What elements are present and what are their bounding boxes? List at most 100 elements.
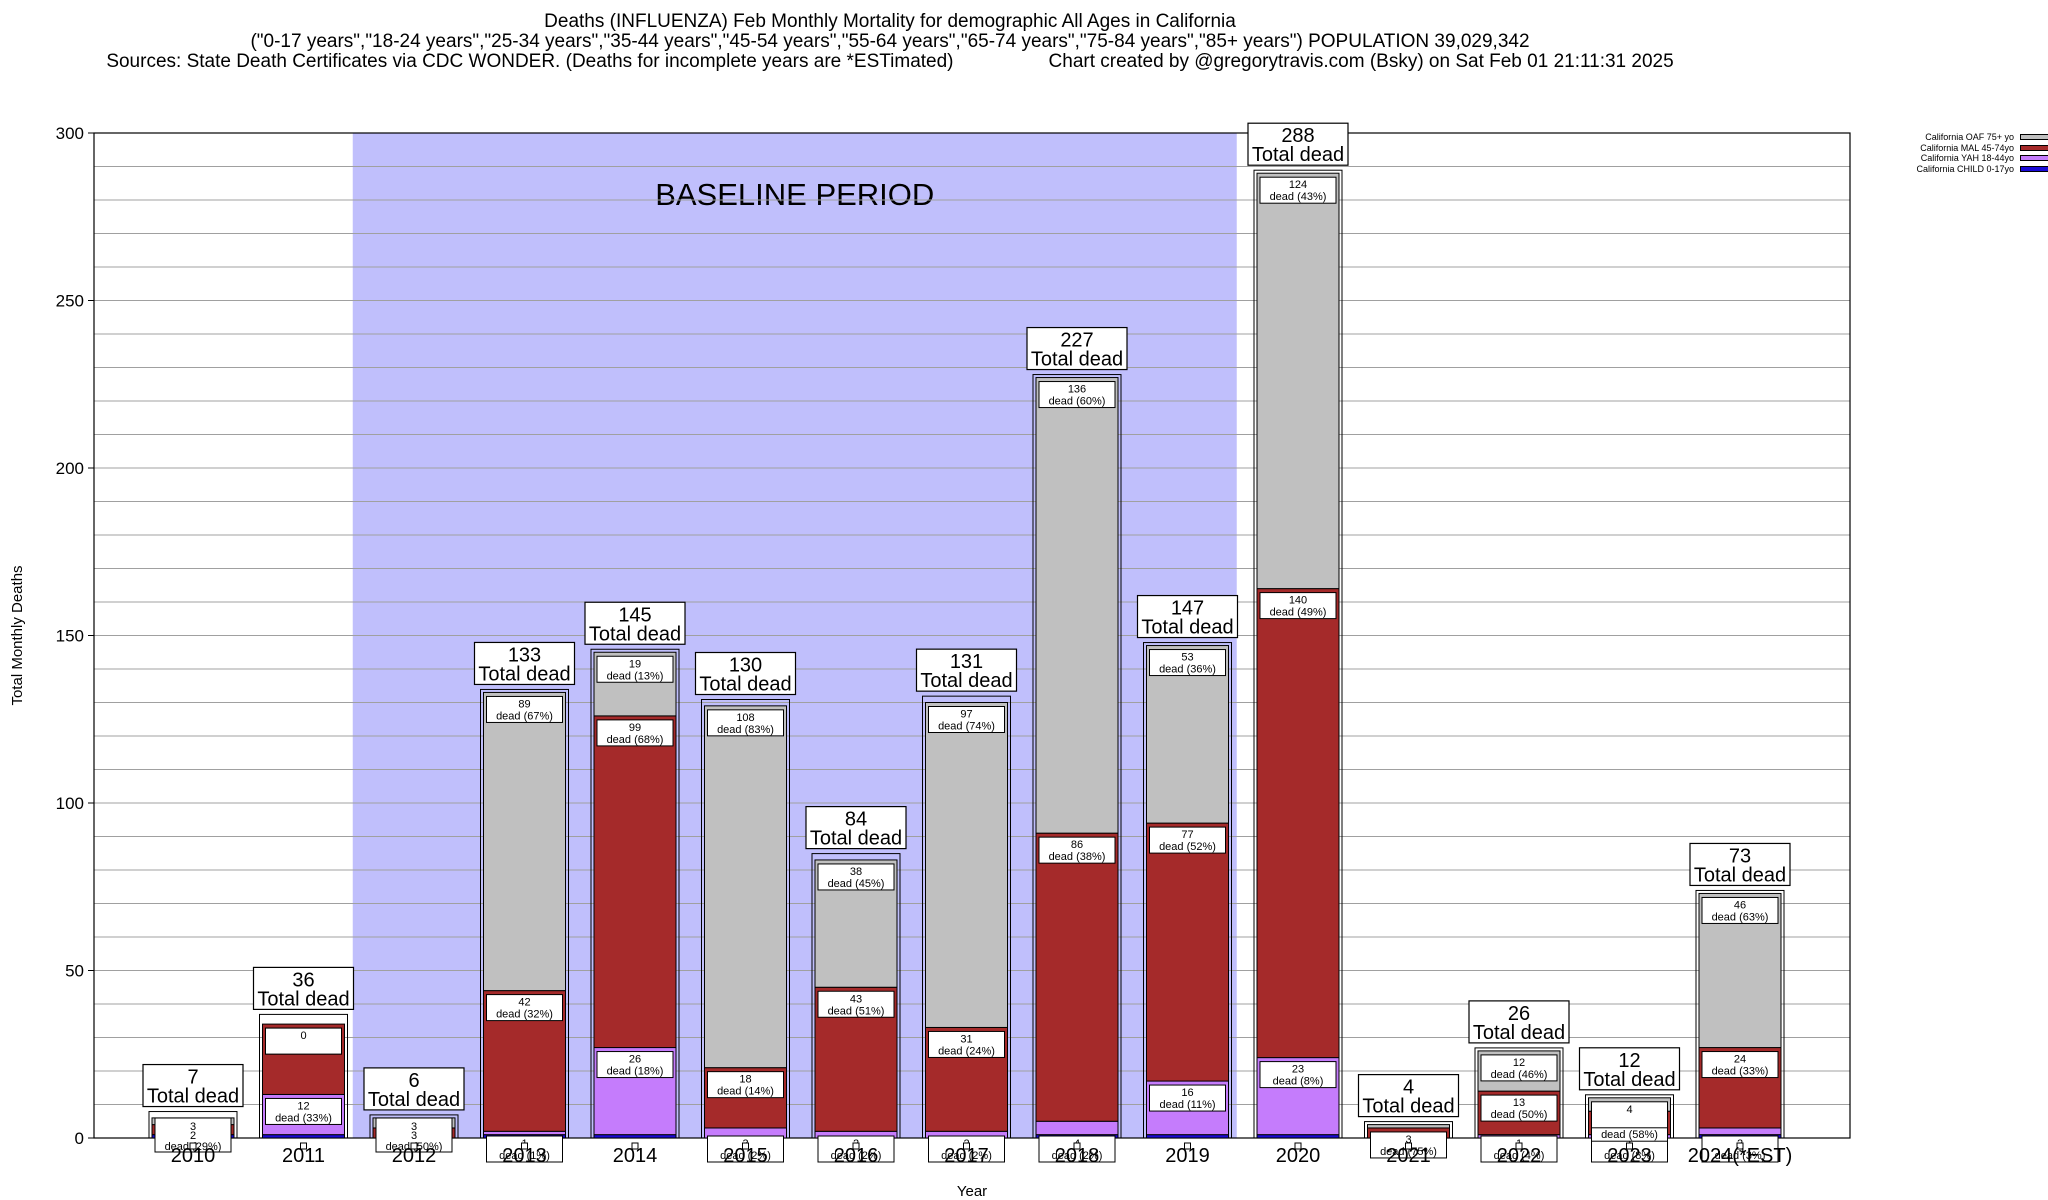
x-tick-label: 2012: [392, 1145, 437, 1167]
bar-outline: [1143, 642, 1232, 1139]
segment-value-label: 108: [736, 712, 754, 724]
total-value-label: 12: [1618, 1050, 1640, 1072]
total-value-label: 26: [1508, 1003, 1530, 1025]
segment-label-box: [707, 709, 784, 737]
segment-value-label: 2: [190, 1130, 196, 1142]
legend-item-mal: California MAL 45-74yo: [1860, 143, 2048, 154]
total-label-box: [584, 601, 686, 645]
child-marker: [1294, 1142, 1302, 1150]
segment-value-label: 4: [1626, 1104, 1632, 1116]
segment-value-label: 38: [850, 866, 862, 878]
segment-pct-label: dead (68%): [607, 734, 664, 746]
total-value-label: 145: [618, 604, 651, 626]
bar-segment-oaf: [483, 691, 566, 992]
total-label-box: [142, 1063, 244, 1108]
segment-pct-label: dead (36%): [1159, 664, 1216, 676]
segment-pct-label: dead (2%): [1052, 1150, 1103, 1162]
chart-title-block: Deaths (INFLUENZA) Feb Monthly Mortality…: [0, 12, 1780, 72]
segment-pct-label: dead (63%): [1712, 911, 1769, 923]
legend-label: California CHILD 0-17yo: [1916, 163, 2014, 174]
total-value-label: 131: [950, 651, 983, 673]
segment-label-box: [1259, 592, 1337, 620]
segment-label-box: [1701, 896, 1779, 924]
segment-value-label: 89: [518, 698, 530, 710]
segment-label-box: [1259, 176, 1337, 204]
segment-value-label: 26: [629, 1054, 641, 1066]
total-label-box: [915, 648, 1018, 692]
child-marker: [1515, 1142, 1523, 1150]
child-marker: [1736, 1142, 1744, 1150]
child-marker: [742, 1142, 749, 1150]
child-marker: [963, 1142, 970, 1150]
chart-legend: California OAF 75+ yo California MAL 45-…: [1860, 132, 2048, 174]
bar-segment-oaf: [925, 702, 1008, 1028]
child-marker: [1073, 1142, 1081, 1150]
segment-value-label: 3: [411, 1121, 417, 1133]
bar-segment-oaf: [704, 705, 787, 1069]
segment-label-box: [486, 695, 563, 723]
child-marker: [521, 1142, 528, 1150]
x-tick-label: 2013: [502, 1145, 547, 1167]
segment-label-box: [1038, 836, 1116, 864]
legend-item-yah: California YAH 18-44yo: [1860, 153, 2048, 164]
bar-segment-child: [1256, 1134, 1340, 1139]
segment-value-label: 3: [190, 1121, 196, 1133]
bar-segment-child: [593, 1134, 677, 1139]
child-marker: [189, 1142, 197, 1150]
segment-pct-label: dead (33%): [1712, 1066, 1769, 1078]
segment-value-label: 77: [1181, 829, 1193, 841]
segment-pct-label: dead (18%): [607, 1066, 664, 1078]
segment-label-box: [486, 994, 563, 1022]
bar-segment-child: [1146, 1134, 1229, 1139]
segment-value-label: 19: [629, 658, 641, 670]
segment-pct-label: dead (60%): [1049, 396, 1106, 408]
segment-pct-label: dead (14%): [717, 1086, 774, 1098]
segment-label-box: [817, 863, 895, 891]
total-value-label: 73: [1729, 845, 1751, 867]
y-tick-label: 200: [56, 459, 84, 478]
segment-value-label: 3: [411, 1130, 417, 1142]
total-caption-label: Total dead: [589, 623, 681, 645]
segment-pct-label: dead (45%): [828, 878, 885, 890]
total-caption-label: Total dead: [257, 988, 349, 1010]
segment-value-label: 53: [1181, 652, 1193, 664]
bar-segment-yah: [483, 1130, 566, 1136]
legend-swatch-mal: [2020, 144, 2048, 151]
segment-pct-label: dead (51%): [828, 1005, 885, 1017]
segment-value-label: 12: [1513, 1057, 1525, 1069]
segment-pct-label: dead (43%): [1270, 191, 1327, 203]
segment-pct-label: dead (2%): [720, 1150, 771, 1162]
total-caption-label: Total dead: [920, 670, 1012, 692]
x-axis-label: Year: [957, 1183, 987, 1200]
bar-outline: [1253, 169, 1343, 1139]
bar-segment-child: [262, 1134, 345, 1139]
bar-segment-oaf: [1035, 377, 1119, 834]
segment-value-label: 18: [739, 1074, 751, 1086]
segment-pct-label: dead (46%): [1491, 1069, 1548, 1081]
bar-segment-oaf: [1256, 172, 1340, 590]
total-value-label: 130: [729, 655, 762, 677]
x-tick-label: 2023: [1607, 1145, 1652, 1167]
total-caption-label: Total dead: [1252, 144, 1344, 166]
segment-pct-label: dead (3%): [1715, 1150, 1766, 1162]
total-caption-label: Total dead: [1583, 1069, 1675, 1091]
y-axis-label: Total Monthly Deaths: [9, 565, 26, 705]
total-value-label: 227: [1060, 330, 1093, 352]
y-tick-label: 50: [65, 962, 84, 981]
total-label-box: [1468, 1000, 1570, 1044]
segment-value-label: 12: [297, 1100, 309, 1112]
segment-value-label: 24: [1734, 1054, 1746, 1066]
segment-pct-label: dead (67%): [496, 710, 553, 722]
chart-sources: Sources: State Death Certificates via CD…: [106, 51, 1674, 72]
segment-pct-label: dead (8%): [1604, 1150, 1655, 1162]
segment-value-label: 0: [300, 1030, 306, 1042]
y-tick-label: 0: [75, 1129, 84, 1148]
segment-pct-label: dead (32%): [496, 1009, 553, 1021]
bar-segment-yah: [1035, 1120, 1119, 1136]
x-tick-label: 2020: [1276, 1145, 1321, 1167]
segment-label-box: [265, 1097, 342, 1125]
x-tick-label: 2019: [1165, 1145, 1210, 1167]
total-caption-label: Total dead: [478, 663, 570, 685]
segment-label-box: [265, 1027, 342, 1055]
y-tick-label: 300: [56, 124, 84, 143]
